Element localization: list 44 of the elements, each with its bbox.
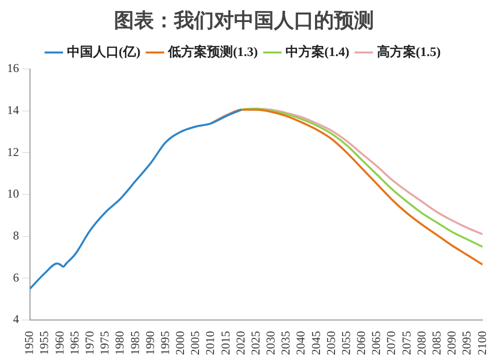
legend-label: 低方案预测(1.3) [166,44,258,59]
x-tick-label: 2055 [338,331,353,355]
line-series [30,108,242,290]
legend-label: 中国人口(亿) [66,44,140,59]
chart-title: 图表：我们对中国人口的预测 [114,9,374,32]
x-tick-label: 2090 [444,331,459,355]
x-tick-label: 2040 [294,331,308,355]
x-tick-label: 2070 [384,331,398,355]
x-tick-label: 1970 [82,331,97,355]
x-tick-label: 1950 [22,331,36,355]
x-tick-label: 2035 [278,331,293,355]
x-tick-label: 1980 [112,331,127,355]
x-tick-label: 2065 [369,331,384,355]
x-tick-label: 1955 [37,331,52,355]
x-tick-label: 2000 [173,331,188,355]
x-tick-label: 2100 [474,331,489,355]
x-tick-label: 1960 [52,331,66,355]
x-tick-label: 2075 [399,331,414,355]
y-tick-label: 4 [13,312,19,326]
x-tick-label: 2050 [324,331,338,355]
x-tick-label: 1990 [142,331,157,355]
y-tick-label: 8 [13,228,19,242]
x-tick-label: 2030 [264,331,278,355]
y-tick-label: 12 [7,144,19,159]
y-tick-label: 6 [13,270,19,284]
x-tick-label: 2060 [354,331,368,355]
legend-label: 高方案(1.5) [376,44,441,59]
x-tick-label: 2080 [414,331,428,355]
x-tick-label: 2005 [188,331,202,355]
y-tick-label: 10 [7,186,19,201]
y-tick-label: 16 [7,61,19,76]
x-tick-label: 2010 [203,331,218,355]
x-tick-label: 2095 [460,331,474,355]
x-tick-label: 2020 [233,331,248,355]
x-tick-label: 1985 [128,331,142,355]
x-tick-label: 1965 [67,331,82,355]
y-tick-label: 14 [7,102,19,117]
legend-label: 中方案(1.4) [285,44,350,59]
x-tick-label: 2015 [218,331,232,355]
x-tick-label: 2045 [308,331,323,355]
x-tick-label: 2025 [248,331,262,355]
x-tick-label: 2085 [429,331,444,355]
x-tick-label: 1975 [98,331,112,355]
x-tick-label: 1995 [158,331,172,355]
